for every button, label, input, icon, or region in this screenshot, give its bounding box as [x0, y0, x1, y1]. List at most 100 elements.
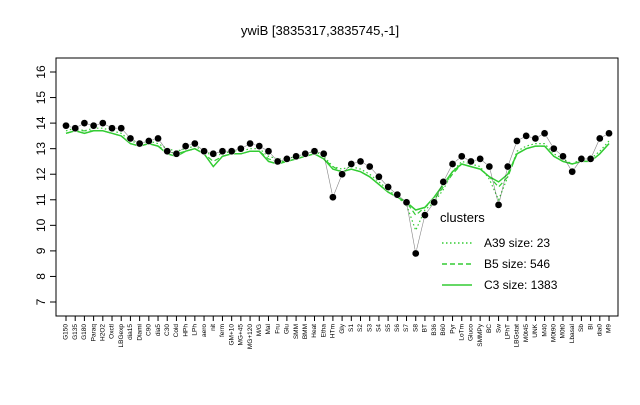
x-tick-label: BT	[422, 324, 429, 332]
x-tick-label: LoTm	[458, 324, 465, 341]
data-point	[98, 119, 107, 127]
data-point	[163, 147, 172, 156]
data-point	[89, 121, 98, 130]
x-tick-label: M0t90	[550, 324, 557, 342]
y-tick-label: 11	[34, 193, 48, 206]
x-tick-label: LPhT	[504, 324, 511, 340]
x-tick-label: dia15	[127, 324, 134, 340]
y-tick-label: 9	[34, 247, 48, 254]
x-tick-label: Oxctl	[109, 323, 116, 338]
x-tick-label: SMM	[293, 324, 300, 339]
y-axis: 7 8 9 10 11 12 13 14 15 16	[34, 65, 56, 305]
data-point	[264, 147, 273, 156]
data-point	[227, 147, 236, 156]
x-tick-label: M0t0	[560, 324, 567, 339]
y-tick-label: 14	[34, 116, 48, 130]
data-point	[375, 172, 383, 181]
data-point	[190, 139, 199, 148]
series-line-dotted	[65, 127, 610, 232]
legend: clusters A39 size: 23 B5 size: 546 C3 size…	[440, 210, 558, 292]
data-point	[577, 155, 586, 163]
data-point	[457, 152, 466, 161]
x-tick-label: G150	[63, 324, 70, 340]
data-point	[117, 124, 126, 133]
data-point	[301, 149, 310, 158]
x-tick-label: LBGexp	[118, 324, 125, 348]
x-tick-label: S2	[357, 324, 364, 332]
x-tick-label: G180	[81, 324, 88, 340]
x-tick-label: S1	[348, 324, 355, 332]
x-tick-label: Heat	[311, 324, 318, 338]
x-tick-label: M9	[606, 324, 613, 333]
data-point	[80, 119, 89, 127]
x-tick-label: dia5	[155, 324, 162, 337]
series-line-solid	[65, 130, 610, 211]
legend-label: A39 size: 23	[484, 236, 550, 250]
legend-items: A39 size: 23 B5 size: 546 C3 size: 1383	[442, 236, 558, 292]
data-point	[439, 178, 448, 186]
data-point	[310, 147, 319, 156]
x-tick-label: nit	[210, 324, 217, 331]
x-tick-label: Sw	[495, 324, 502, 333]
data-point	[273, 157, 282, 166]
x-tick-label: Fru	[274, 324, 281, 334]
data-point	[586, 155, 595, 163]
data-point	[283, 155, 291, 163]
data-point	[430, 198, 438, 207]
x-tick-label: Etha	[320, 324, 327, 338]
legend-label: C3 size: 1383	[484, 278, 558, 292]
data-point	[356, 157, 365, 166]
x-tick-label: LBGstat	[514, 324, 521, 348]
x-tick-label: Pyr	[449, 323, 456, 334]
x-tick-label: Glu	[284, 324, 291, 335]
x-tick-label: G135	[72, 324, 79, 340]
x-tick-label: S3	[366, 324, 373, 332]
data-point	[384, 183, 392, 191]
data-point	[365, 162, 374, 171]
data-point	[218, 147, 227, 156]
x-tick-label: Bl	[587, 323, 594, 329]
x-tick-label: M/G	[256, 324, 263, 336]
x-tick-label: H2O2	[100, 324, 107, 341]
y-tick-label: 10	[34, 218, 48, 232]
x-tick-label: B60	[440, 324, 447, 336]
y-tick-label: 8	[34, 273, 48, 280]
data-point	[503, 162, 512, 171]
data-point	[595, 134, 604, 143]
x-tick-label: Gly	[339, 323, 346, 334]
data-point	[200, 147, 208, 156]
data-point	[255, 142, 264, 150]
points-layer	[62, 119, 613, 258]
data-point	[485, 162, 494, 171]
x-tick-label: S7	[403, 324, 410, 332]
y-tick-label: 12	[34, 167, 48, 181]
x-tick-label: ferm	[219, 324, 226, 337]
data-point	[467, 157, 475, 166]
data-point	[549, 144, 558, 153]
data-point	[209, 149, 218, 158]
data-point	[154, 134, 162, 143]
x-tick-label: GM+10	[228, 324, 235, 346]
data-point	[71, 124, 80, 133]
data-point	[181, 142, 190, 150]
data-point	[605, 129, 613, 138]
data-point	[329, 193, 337, 202]
x-tick-label: HTm	[330, 324, 337, 338]
data-point	[531, 134, 540, 143]
x-tick-label: S5	[385, 324, 392, 332]
data-point	[347, 160, 356, 168]
y-tick-label: 15	[34, 91, 48, 105]
x-tick-label: BC	[486, 324, 493, 333]
plot-frame	[55, 57, 619, 317]
chart-title: ywiB [3835317,3835745,-1]	[241, 23, 399, 38]
x-tick-label: HPh	[182, 324, 189, 337]
x-tick-label: C30	[164, 324, 171, 336]
x-tick-label: S4	[376, 324, 383, 332]
data-point	[319, 149, 328, 158]
data-point	[126, 134, 135, 143]
x-tick-label: Paraq	[90, 324, 97, 342]
data-point	[568, 167, 577, 176]
x-tick-label: Cold	[173, 324, 180, 338]
